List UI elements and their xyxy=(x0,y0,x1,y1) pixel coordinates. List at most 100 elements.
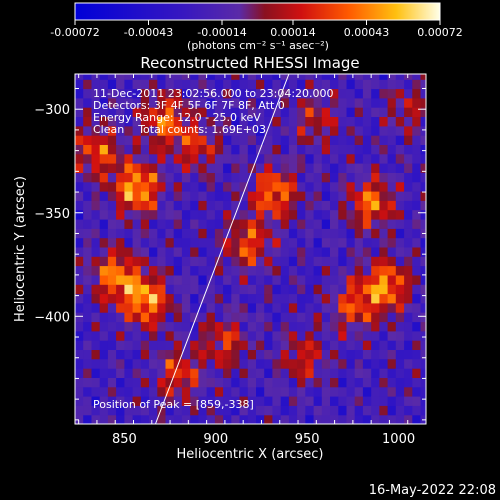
heatmap-cell xyxy=(264,200,273,211)
heatmap-cell xyxy=(124,340,134,350)
heatmap-cell xyxy=(346,368,356,378)
heatmap-cell xyxy=(280,74,290,80)
heatmap-cell xyxy=(404,181,413,192)
heatmap-cell xyxy=(239,405,249,416)
heatmap-cell xyxy=(157,88,167,99)
heatmap-cell xyxy=(198,181,208,192)
heatmap-cell xyxy=(116,125,125,136)
heatmap-cell xyxy=(371,200,380,211)
heatmap-cell xyxy=(99,302,109,313)
heatmap-cell xyxy=(346,414,356,424)
heatmap-cell xyxy=(371,88,380,99)
heatmap-cell xyxy=(247,209,257,220)
heatmap-cell xyxy=(214,181,224,192)
heatmap-cell xyxy=(330,274,339,285)
heatmap-cell xyxy=(99,97,109,108)
heatmap-cell xyxy=(288,88,298,99)
heatmap-cell xyxy=(91,191,101,201)
heatmap-cell xyxy=(198,125,208,136)
heatmap-cell xyxy=(223,349,232,360)
heatmap-cell xyxy=(280,293,290,304)
heatmap-cell xyxy=(223,377,232,388)
heatmap-cell xyxy=(321,107,331,117)
heatmap-cell xyxy=(354,191,364,201)
heatmap-cell xyxy=(173,321,183,332)
heatmap-cell xyxy=(223,330,232,341)
heatmap-cell xyxy=(157,330,167,341)
heatmap-cell xyxy=(214,312,224,323)
heatmap-cell xyxy=(297,107,306,117)
heatmap-cell xyxy=(181,219,191,229)
heatmap-cell xyxy=(116,116,125,127)
heatmap-cell xyxy=(83,74,92,80)
heatmap-cell xyxy=(264,256,273,267)
heatmap-cell xyxy=(132,386,142,397)
heatmap-cell xyxy=(116,405,125,416)
heatmap-cell xyxy=(107,97,117,108)
heatmap-cell xyxy=(362,88,372,99)
heatmap-cell xyxy=(371,302,380,313)
heatmap-cell xyxy=(124,284,134,295)
heatmap-cell xyxy=(75,256,84,267)
heatmap-cell xyxy=(107,191,117,201)
heatmap-cell xyxy=(371,330,380,341)
heatmap-cell xyxy=(404,97,413,108)
heatmap-cell xyxy=(124,396,134,406)
heatmap-cell xyxy=(149,340,158,350)
heatmap-cell xyxy=(272,172,282,183)
heatmap-cell xyxy=(362,284,372,295)
heatmap-cell xyxy=(420,219,426,229)
heatmap-cell xyxy=(247,97,257,108)
heatmap-cell xyxy=(223,321,232,332)
heatmap-cell xyxy=(231,349,241,360)
heatmap-cell xyxy=(165,116,175,127)
heatmap-cell xyxy=(181,414,191,424)
heatmap-cell xyxy=(395,97,405,108)
heatmap-cell xyxy=(412,228,422,239)
heatmap-cell xyxy=(198,107,208,117)
heatmap-cell xyxy=(149,256,158,267)
heatmap-cell xyxy=(338,219,348,229)
heatmap-cell xyxy=(354,79,364,90)
heatmap-cell xyxy=(379,293,389,304)
heatmap-cell xyxy=(321,88,331,99)
heatmap-cell xyxy=(256,191,265,201)
heatmap-cell xyxy=(412,144,422,155)
heatmap-cell xyxy=(91,237,101,248)
heatmap-cell xyxy=(91,386,101,397)
heatmap-cell xyxy=(124,107,134,117)
heatmap-cell xyxy=(288,163,298,173)
heatmap-cell xyxy=(330,181,339,192)
heatmap-cell xyxy=(371,414,380,424)
heatmap-cell xyxy=(99,312,109,323)
heatmap-cell xyxy=(313,256,323,267)
heatmap-cell xyxy=(223,284,232,295)
heatmap-cell xyxy=(99,209,109,220)
heatmap-cell xyxy=(264,219,273,229)
heatmap-cell xyxy=(321,181,331,192)
heatmap-cell xyxy=(264,125,273,136)
heatmap-cell xyxy=(181,349,191,360)
heatmap-cell xyxy=(132,209,142,220)
heatmap-cell xyxy=(198,237,208,248)
heatmap-cell xyxy=(165,88,175,99)
heatmap-cell xyxy=(165,97,175,108)
heatmap-cell xyxy=(313,200,323,211)
heatmap-cell xyxy=(362,219,372,229)
heatmap-cell xyxy=(379,246,389,257)
heatmap-cell xyxy=(132,172,142,183)
heatmap-cell xyxy=(387,321,397,332)
heatmap-cell xyxy=(181,368,191,378)
heatmap-cell xyxy=(173,368,183,378)
heatmap-cell xyxy=(107,358,117,369)
heatmap-cell xyxy=(297,135,306,145)
heatmap-cell xyxy=(362,377,372,388)
heatmap-cell xyxy=(404,340,413,350)
heatmap-cell xyxy=(99,191,109,201)
heatmap-cell xyxy=(223,181,232,192)
heatmap-cell xyxy=(116,181,125,192)
heatmap-cell xyxy=(297,340,306,350)
heatmap-cell xyxy=(412,274,422,285)
heatmap-cell xyxy=(305,302,315,313)
